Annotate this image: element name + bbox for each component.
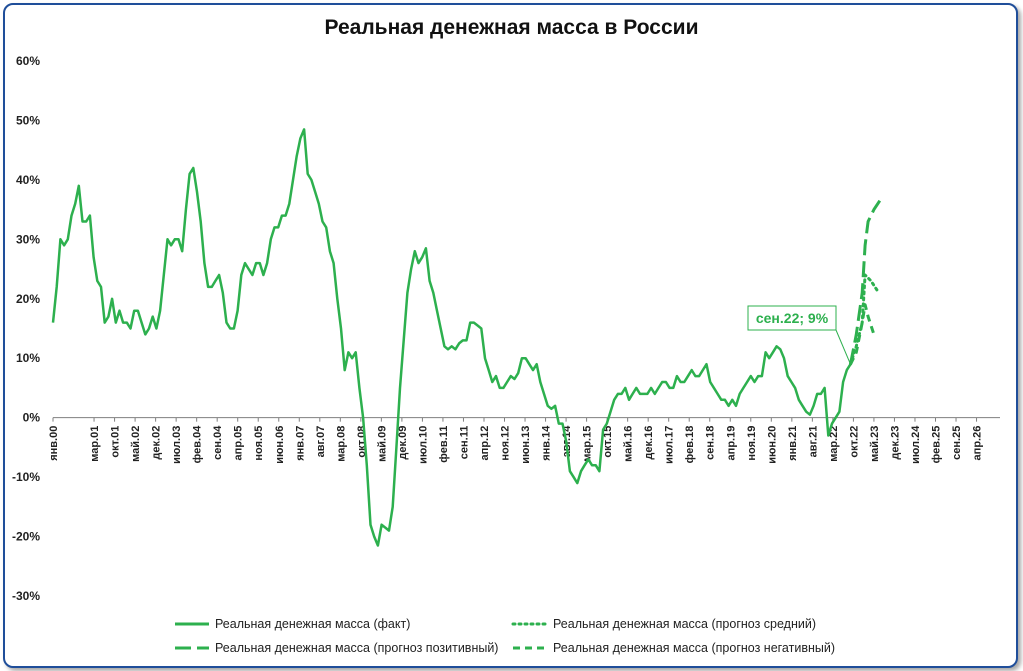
y-tick-label: -30% [12, 589, 40, 603]
x-tick-label: июн.06 [274, 426, 286, 464]
x-tick-label: июл.03 [171, 426, 183, 464]
x-tick-label: июл.17 [664, 426, 676, 464]
x-tick-label: мар.22 [828, 426, 840, 462]
x-tick-label: июн.20 [766, 426, 778, 464]
x-tick-label: окт.15 [602, 426, 614, 458]
x-tick-label: сен.11 [458, 426, 470, 460]
x-tick-label: май.09 [376, 426, 388, 462]
annotation-box [747, 305, 837, 331]
chart-title: Реальная денежная масса в России [324, 16, 699, 39]
x-tick-label: ноя.12 [500, 426, 512, 461]
x-tick-label: мар.08 [335, 426, 347, 462]
x-tick-label: дек.23 [889, 426, 901, 460]
series-line [51, 128, 852, 547]
chart-frame [3, 3, 1018, 668]
series-line [849, 303, 876, 365]
x-tick-label: ноя.19 [746, 426, 758, 461]
y-tick-label: 0% [23, 411, 41, 425]
y-tick-label: 30% [16, 232, 40, 246]
x-tick-label: фев.11 [438, 426, 450, 463]
series-line [849, 199, 882, 365]
y-tick-label: 40% [16, 173, 40, 187]
x-tick-label: окт.22 [848, 426, 860, 458]
x-tick-label: июл.10 [417, 426, 429, 464]
legend-label: Реальная денежная масса (прогноз средний… [553, 617, 816, 631]
x-tick-label: апр.12 [479, 426, 491, 461]
x-tick-label: фев.04 [192, 425, 204, 464]
x-tick-label: фев.25 [930, 426, 942, 464]
x-tick-label: авг.21 [807, 426, 819, 458]
x-tick-label: сен.04 [212, 425, 224, 460]
x-tick-label: май.23 [869, 426, 881, 462]
x-tick-label: ноя.05 [253, 426, 265, 461]
y-tick-label: 60% [16, 54, 40, 68]
series-line [849, 273, 879, 366]
x-tick-label: авг.07 [315, 426, 327, 458]
annotation-label: сен.22; 9% [756, 310, 829, 326]
x-tick-label: май.02 [130, 426, 142, 462]
y-tick-label: 50% [16, 113, 40, 127]
x-tick-label: мар.15 [582, 426, 594, 462]
x-tick-label: сен.18 [705, 426, 717, 460]
y-tick-label: 10% [16, 351, 40, 365]
x-tick-label: апр.26 [972, 426, 984, 461]
legend-label: Реальная денежная масса (прогноз негатив… [553, 641, 835, 655]
x-tick-label: янв.00 [48, 426, 60, 461]
annotation-leader [835, 329, 851, 365]
x-tick-label: дек.02 [151, 426, 163, 460]
x-tick-label: дек.16 [643, 426, 655, 460]
y-tick-label: 20% [16, 292, 40, 306]
x-tick-label: янв.14 [541, 425, 553, 461]
legend-label: Реальная денежная масса (факт) [215, 617, 410, 631]
x-tick-label: апр.05 [233, 426, 245, 461]
x-tick-label: янв.07 [294, 426, 306, 461]
x-tick-label: окт.01 [110, 426, 122, 458]
x-tick-label: янв.21 [787, 426, 799, 461]
y-tick-label: -10% [12, 470, 40, 484]
x-tick-label: апр.19 [725, 426, 737, 461]
x-tick-label: фев.18 [684, 426, 696, 464]
x-tick-label: сен.25 [951, 426, 963, 460]
x-tick-label: дек.09 [397, 426, 409, 460]
x-tick-label: июн.13 [520, 426, 532, 464]
x-tick-label: июл.24 [910, 425, 922, 464]
y-tick-label: -20% [12, 530, 40, 544]
x-tick-label: мар.01 [89, 426, 101, 462]
x-tick-label: май.16 [623, 426, 635, 462]
legend-label: Реальная денежная масса (прогноз позитив… [215, 641, 498, 655]
